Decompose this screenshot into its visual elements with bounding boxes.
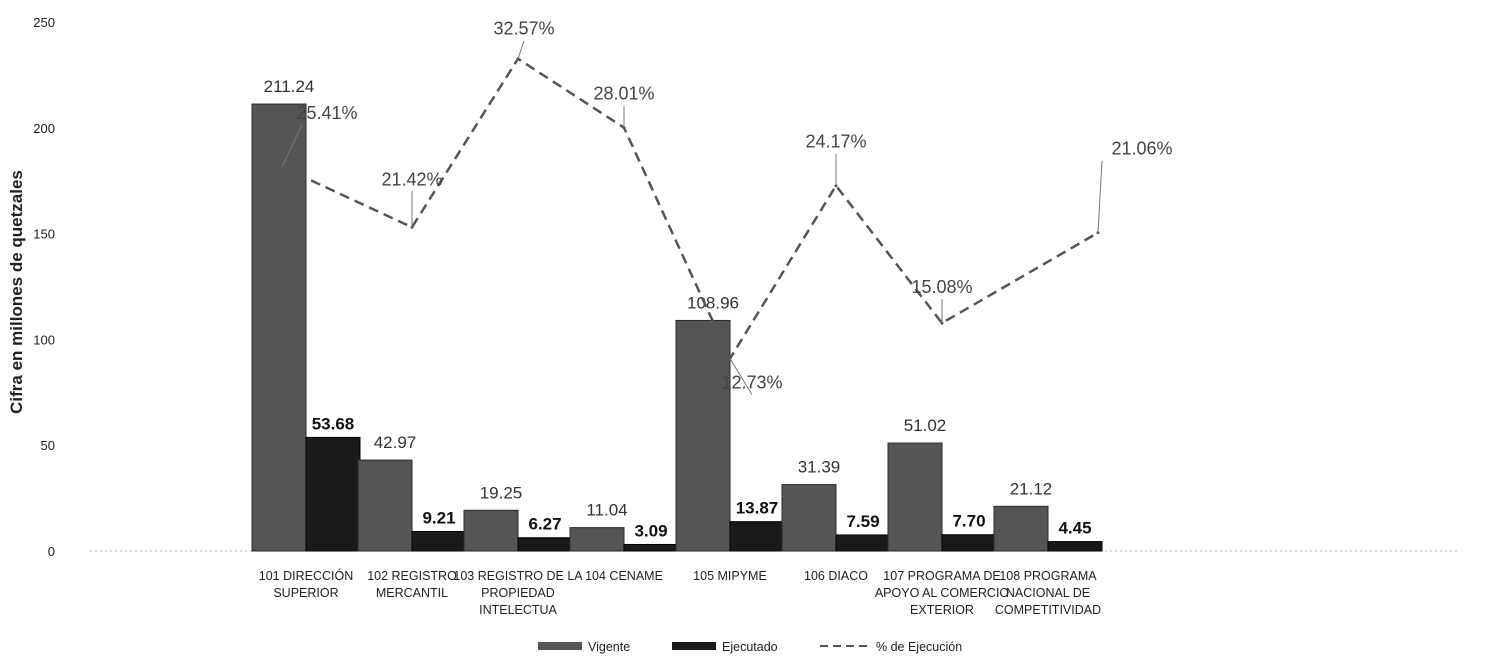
y-tick-label: 0 [48,544,55,559]
percent-leader-line [729,358,753,395]
x-tick-label: 104 CENAME [585,569,663,583]
percent-leader-line [1097,160,1103,233]
x-tick-label-line: 107 PROGRAMA DE [883,569,1000,583]
x-tick-label-line: COMPETITIVIDAD [995,603,1101,617]
bar-vigente [463,509,519,552]
data-label-ejecutado: 53.68 [312,414,355,433]
data-label-ejecutado: 4.45 [1058,519,1091,538]
x-tick-label: 106 DIACO [804,569,868,583]
data-label-vigente: 31.39 [798,458,841,477]
bar-ejecutado [411,531,467,552]
data-label-vigente: 19.25 [480,483,523,502]
bar-vigente [569,527,625,552]
data-label-percent: 21.42% [381,169,442,189]
x-tick-label-line: 105 MIPYME [693,569,767,583]
bar-ejecutado [623,543,679,552]
x-tick-label-line: APOYO AL COMERCIO [875,586,1010,600]
bar-vigente [251,103,307,552]
data-label-ejecutado: 13.87 [736,499,779,518]
x-tick-label: 101 DIRECCIÓN SUPERIOR [259,568,353,600]
x-tick-label: 107 PROGRAMA DE APOYO AL COMERCIO EXTERIOR [875,569,1010,617]
x-tick-label-line: NACIONAL DE [1006,586,1090,600]
bar-vigente [357,459,413,552]
y-tick-label: 100 [33,332,55,347]
data-label-percent: 32.57% [493,19,554,39]
x-tick-label: 105 MIPYME [693,569,767,583]
data-label-ejecutado: 7.59 [846,512,879,531]
percent-leader-line [281,124,303,168]
legend-swatch [538,642,582,650]
x-tick-label-line: 104 CENAME [585,569,663,583]
x-tick-label: 102 REGISTRO MERCANTIL [367,569,457,600]
data-label-ejecutado: 6.27 [528,515,561,534]
x-tick-label-line: EXTERIOR [910,603,974,617]
x-tick-label-line: 101 DIRECCIÓN [259,568,353,583]
bar-vigente [781,484,837,552]
y-axis-label: Cifra en millones de quetzales [7,170,26,414]
line-point [622,126,626,130]
data-label-percent: 28.01% [593,84,654,104]
x-tick-label-line: PROPIEDAD [481,586,555,600]
x-tick-label-line: 106 DIACO [804,569,868,583]
bar-vigente [675,319,731,552]
data-label-vigente: 42.97 [374,433,417,452]
data-label-percent: 12.73% [721,373,782,393]
x-tick-label-line: 108 PROGRAMA [999,569,1097,583]
data-label-vigente: 21.12 [1010,479,1053,498]
x-tick-label-line: MERCANTIL [376,586,448,600]
x-tick-label-line: 102 REGISTRO [367,569,457,583]
bar-ejecutado [941,534,997,552]
bar-ejecutado [305,436,361,552]
y-tick-label: 50 [41,438,55,453]
legend-label: % de Ejecución [876,640,962,654]
data-label-percent: 25.41% [296,103,357,123]
y-tick-label: 150 [33,227,55,242]
bar-vigente [993,505,1049,552]
bar-ejecutado [1047,541,1103,552]
data-label-percent: 21.06% [1111,139,1172,159]
bar-ejecutado [729,521,785,552]
y-tick-label: 200 [33,121,55,136]
data-label-vigente: 108.96 [687,293,739,312]
data-label-vigente: 211.24 [264,77,315,96]
bar-ejecutado [835,534,891,552]
legend-swatch [672,642,716,650]
data-label-ejecutado: 7.70 [952,512,985,531]
x-tick-label-line: INTELECTUA [479,603,557,617]
data-label-percent: 15.08% [911,277,972,297]
legend-label: Ejecutado [722,640,778,654]
x-tick-label-line: SUPERIOR [273,586,338,600]
x-tick-label-line: 103 REGISTRO DE LA [453,569,583,583]
line-ejecucion [281,56,1099,362]
bar-vigente [887,442,943,552]
data-label-ejecutado: 9.21 [422,509,455,528]
bar-ejecutado [517,537,573,552]
x-tick-label: 103 REGISTRO DE LA PROPIEDAD INTELECTUA [453,569,583,617]
legend-label: Vigente [588,640,630,654]
data-label-vigente: 11.04 [586,501,627,520]
percent-leader-line [517,40,525,59]
x-tick-label: 108 PROGRAMA NACIONAL DE COMPETITIVIDAD [995,569,1101,617]
y-tick-label: 250 [33,15,55,30]
data-label-ejecutado: 3.09 [634,521,667,540]
data-label-percent: 24.17% [805,132,866,152]
data-label-vigente: 51.02 [904,416,947,435]
